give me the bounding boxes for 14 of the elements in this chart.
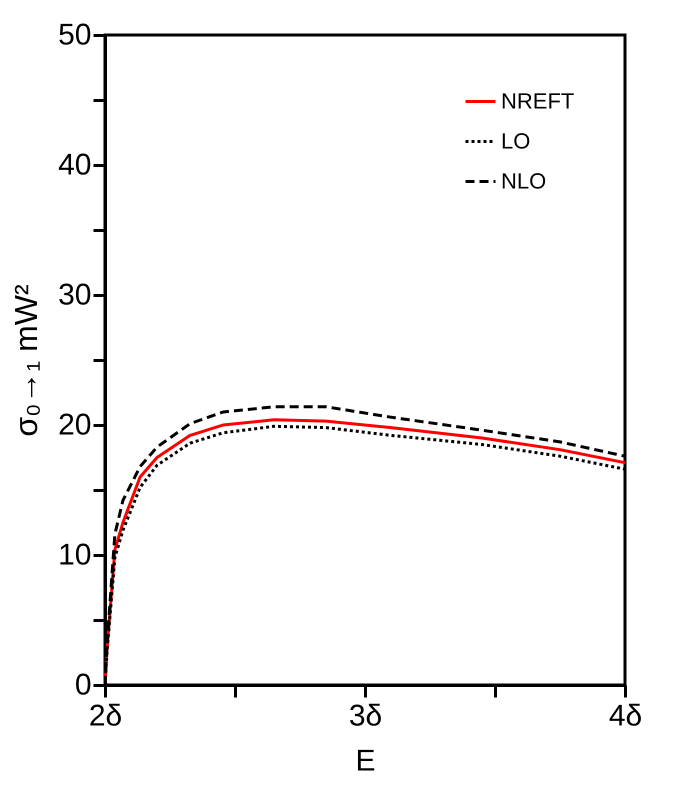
x-tick-label: 2δ (88, 700, 122, 732)
y-tick-label: 50 (58, 18, 92, 52)
x-tick-label: 4δ (608, 700, 642, 732)
legend-label: NREFT (501, 88, 574, 114)
y-tick-label: 40 (58, 148, 92, 182)
x-tick-label: 3δ (348, 700, 382, 732)
x-axis-title: E (355, 744, 376, 778)
y-tick-label: 10 (58, 538, 92, 572)
y-axis-title: σ₀→₁ mW² (8, 284, 44, 437)
y-tick-label: 20 (58, 408, 92, 442)
legend-label: LO (501, 128, 530, 154)
legend-label: NLO (501, 168, 546, 194)
y-tick-label: 0 (74, 668, 92, 702)
y-tick-label: 30 (58, 278, 92, 312)
